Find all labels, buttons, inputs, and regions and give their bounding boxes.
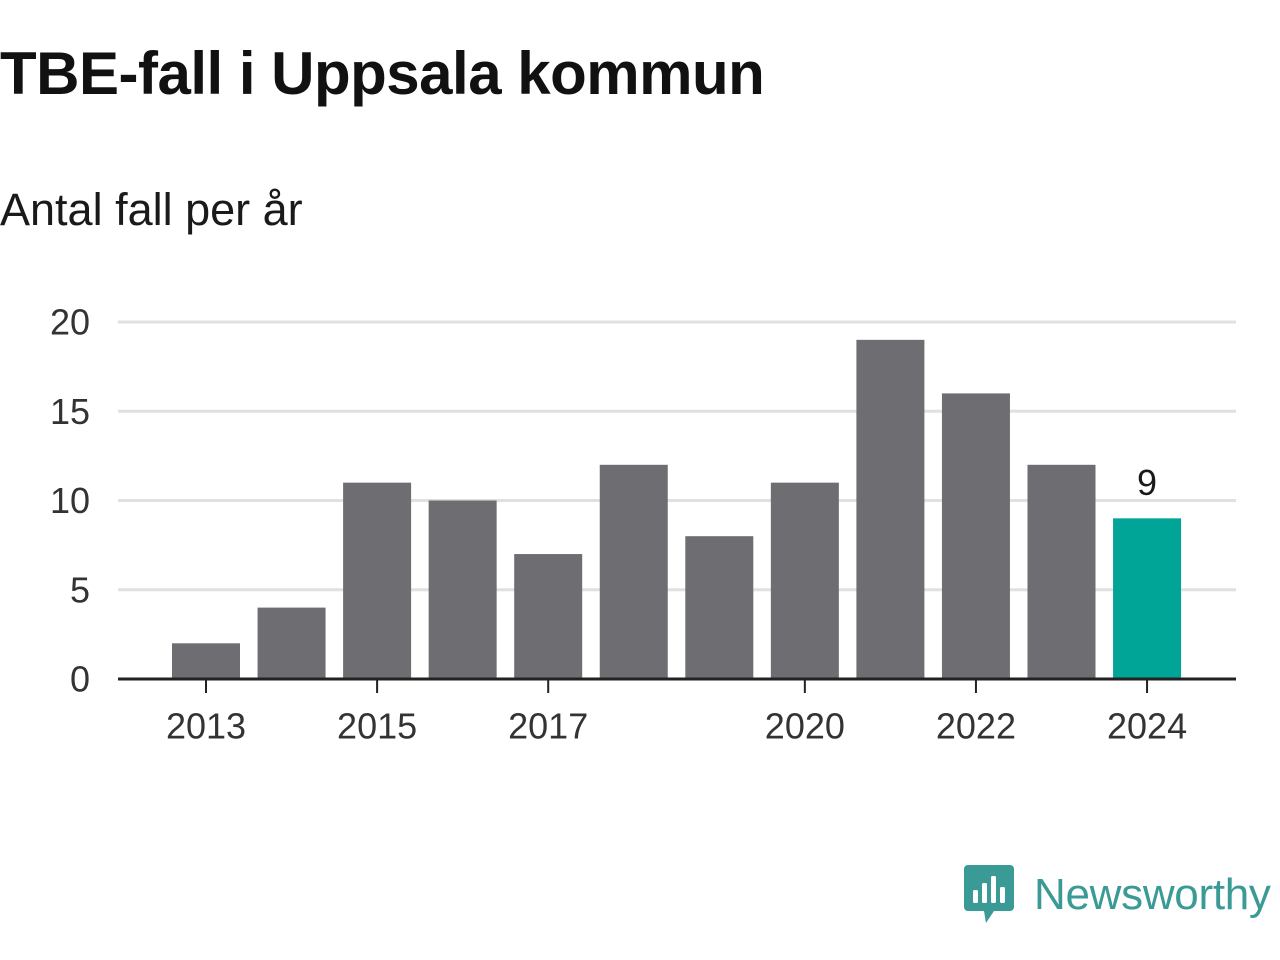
bar-2013	[172, 643, 240, 679]
y-tick-label: 10	[50, 480, 90, 521]
bar-2016	[428, 500, 497, 679]
data-labels: 9	[1137, 462, 1157, 503]
x-axis	[118, 677, 1236, 693]
chart-title: TBE-fall i Uppsala kommun	[0, 40, 765, 107]
bar-2023	[1027, 464, 1096, 679]
brand-name: Newsworthy	[1034, 870, 1271, 919]
y-tick-label: 5	[70, 569, 90, 610]
chart-subtitle: Antal fall per år	[0, 184, 303, 235]
y-axis-tick-labels: 0 5 10 15 20	[50, 302, 90, 700]
bar-2022	[941, 393, 1010, 679]
x-tick-label: 2020	[765, 706, 845, 747]
bar-2015	[343, 482, 412, 679]
bar-2021	[856, 339, 925, 679]
x-tick-label: 2013	[166, 706, 246, 747]
bars	[172, 339, 1182, 679]
y-tick-label: 20	[50, 302, 90, 343]
bar-2024	[1113, 518, 1182, 679]
bar-2020	[770, 482, 839, 679]
bar-2017	[514, 554, 583, 679]
newsworthy-logo-icon	[964, 865, 1014, 923]
x-axis-tick-labels: 2013 2015 2017 2020 2022 2024	[166, 706, 1187, 747]
bar-2019	[685, 536, 754, 679]
bar-2014	[257, 607, 326, 679]
x-tick-label: 2024	[1107, 706, 1187, 747]
y-tick-label: 15	[50, 391, 90, 432]
x-tick-label: 2015	[337, 706, 417, 747]
y-tick-label: 0	[70, 659, 90, 700]
x-tick-label: 2017	[508, 706, 588, 747]
bar-2018	[599, 464, 668, 679]
data-label: 9	[1137, 462, 1157, 503]
x-tick-label: 2022	[936, 706, 1016, 747]
brand: Newsworthy	[964, 862, 1271, 928]
